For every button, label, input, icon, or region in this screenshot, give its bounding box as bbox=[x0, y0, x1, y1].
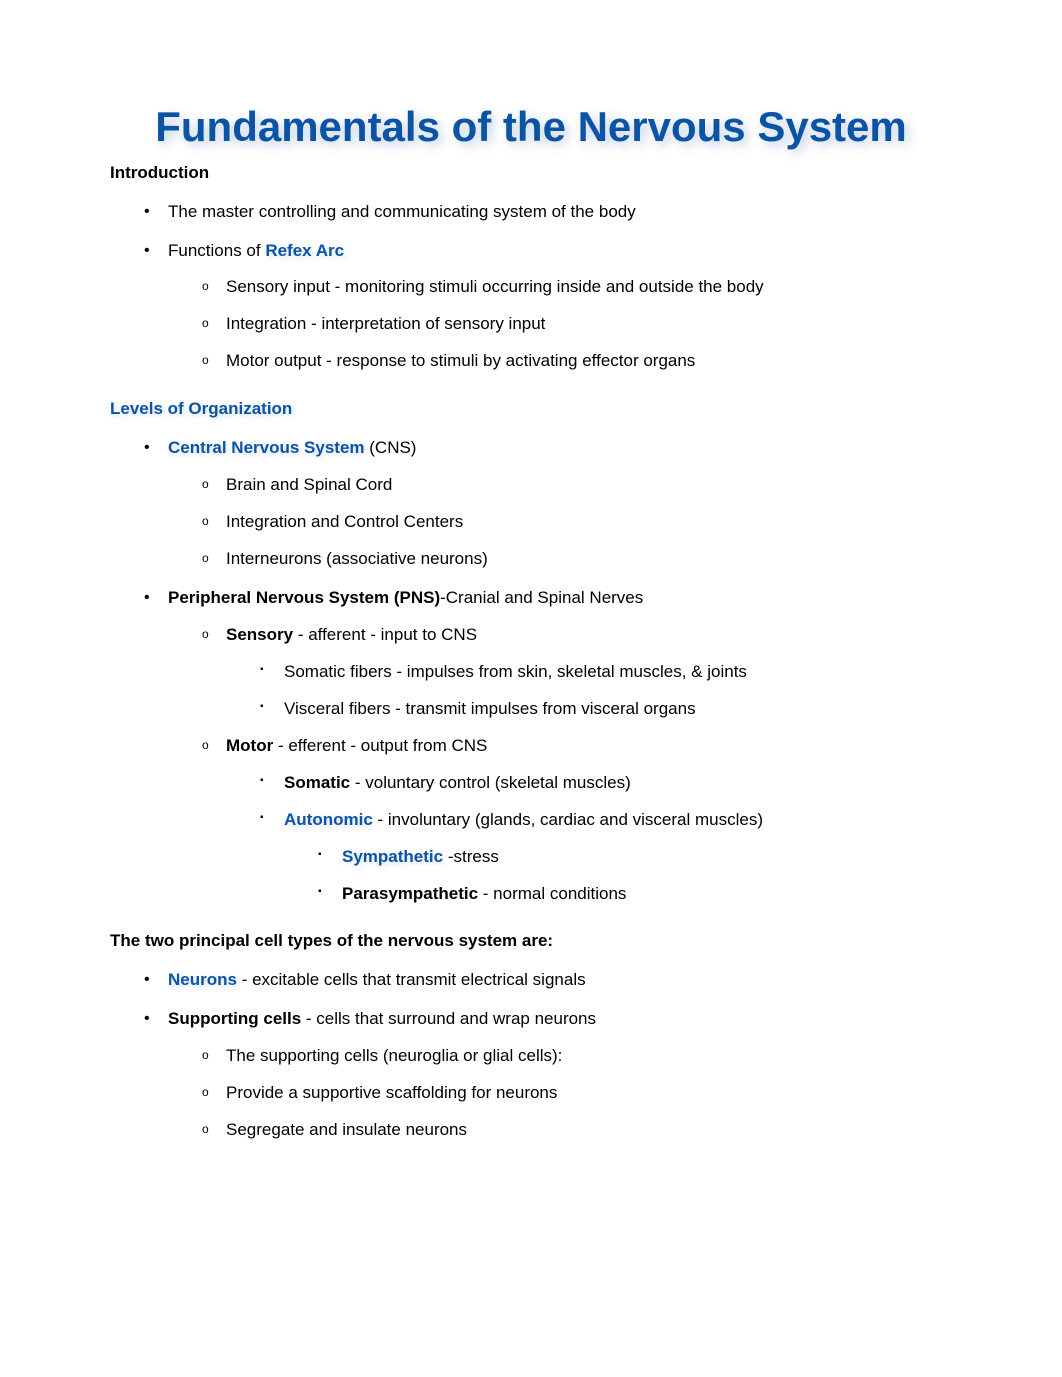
intro-heading: Introduction bbox=[110, 163, 952, 183]
text: - efferent - output from CNS bbox=[273, 736, 487, 755]
parasympathetic-label: Parasympathetic bbox=[342, 884, 478, 903]
list-item: The supporting cells (neuroglia or glial… bbox=[168, 1045, 952, 1068]
sympathetic-link[interactable]: Sympathetic bbox=[342, 847, 443, 866]
list-item: Somatic fibers - impulses from skin, ske… bbox=[226, 661, 952, 684]
pns-label: Peripheral Nervous System (PNS) bbox=[168, 588, 440, 607]
neurons-link[interactable]: Neurons bbox=[168, 970, 237, 989]
list-item: The master controlling and communicating… bbox=[110, 201, 952, 224]
text: Brain and Spinal Cord bbox=[226, 475, 392, 494]
text: -stress bbox=[443, 847, 499, 866]
text: (CNS) bbox=[365, 438, 417, 457]
text: Functions of bbox=[168, 241, 265, 260]
list-item: Somatic - voluntary control (skeletal mu… bbox=[226, 772, 952, 795]
list-item: Interneurons (associative neurons) bbox=[168, 548, 952, 571]
sub-list: Somatic fibers - impulses from skin, ske… bbox=[226, 661, 952, 721]
sub-list: Sensory - afferent - input to CNS Somati… bbox=[168, 624, 952, 906]
list-item: Motor output - response to stimuli by ac… bbox=[168, 350, 952, 373]
list-item: Sensory input - monitoring stimuli occur… bbox=[168, 276, 952, 299]
list-item: Supporting cells - cells that surround a… bbox=[110, 1008, 952, 1142]
text: The master controlling and communicating… bbox=[168, 202, 636, 221]
list-item: Integration - interpretation of sensory … bbox=[168, 313, 952, 336]
text: Visceral fibers - transmit impulses from… bbox=[284, 699, 696, 718]
cells-section: The two principal cell types of the nerv… bbox=[110, 931, 952, 1142]
somatic-label: Somatic bbox=[284, 773, 350, 792]
text: Somatic fibers - impulses from skin, ske… bbox=[284, 662, 747, 681]
text: The supporting cells (neuroglia or glial… bbox=[226, 1046, 562, 1065]
text: Provide a supportive scaffolding for neu… bbox=[226, 1083, 557, 1102]
text: Segregate and insulate neurons bbox=[226, 1120, 467, 1139]
cns-link[interactable]: Central Nervous System bbox=[168, 438, 365, 457]
sub-list: Brain and Spinal Cord Integration and Co… bbox=[168, 474, 952, 571]
text: - cells that surround and wrap neurons bbox=[301, 1009, 596, 1028]
list-item: Provide a supportive scaffolding for neu… bbox=[168, 1082, 952, 1105]
intro-section: Introduction The master controlling and … bbox=[110, 163, 952, 374]
sensory-label: Sensory bbox=[226, 625, 293, 644]
text: Integration - interpretation of sensory … bbox=[226, 314, 545, 333]
list-item: Brain and Spinal Cord bbox=[168, 474, 952, 497]
sub-list: Sympathetic -stress Parasympathetic - no… bbox=[284, 846, 952, 906]
sub-list: Sensory input - monitoring stimuli occur… bbox=[168, 276, 952, 373]
text: Integration and Control Centers bbox=[226, 512, 463, 531]
text: - excitable cells that transmit electric… bbox=[237, 970, 586, 989]
list-item: Sensory - afferent - input to CNS Somati… bbox=[168, 624, 952, 721]
list-item: Integration and Control Centers bbox=[168, 511, 952, 534]
sub-list: The supporting cells (neuroglia or glial… bbox=[168, 1045, 952, 1142]
text: Sensory input - monitoring stimuli occur… bbox=[226, 277, 764, 296]
autonomic-link[interactable]: Autonomic bbox=[284, 810, 373, 829]
list-item: Central Nervous System (CNS) Brain and S… bbox=[110, 437, 952, 571]
list-item: Segregate and insulate neurons bbox=[168, 1119, 952, 1142]
list-item: Functions of Refex Arc Sensory input - m… bbox=[110, 240, 952, 374]
motor-label: Motor bbox=[226, 736, 273, 755]
text: Motor output - response to stimuli by ac… bbox=[226, 351, 695, 370]
cells-heading: The two principal cell types of the nerv… bbox=[110, 931, 952, 951]
list-item: Neurons - excitable cells that transmit … bbox=[110, 969, 952, 992]
levels-heading[interactable]: Levels of Organization bbox=[110, 399, 952, 419]
text: - afferent - input to CNS bbox=[293, 625, 477, 644]
text: - normal conditions bbox=[478, 884, 626, 903]
text: -Cranial and Spinal Nerves bbox=[440, 588, 643, 607]
list-item: Autonomic - involuntary (glands, cardiac… bbox=[226, 809, 952, 906]
page-title: Fundamentals of the Nervous System bbox=[110, 100, 952, 155]
levels-section: Levels of Organization Central Nervous S… bbox=[110, 399, 952, 905]
text: - voluntary control (skeletal muscles) bbox=[350, 773, 631, 792]
list-item: Motor - efferent - output from CNS Somat… bbox=[168, 735, 952, 906]
supporting-label: Supporting cells bbox=[168, 1009, 301, 1028]
document-page: Fundamentals of the Nervous System Intro… bbox=[0, 0, 1062, 1377]
levels-list: Central Nervous System (CNS) Brain and S… bbox=[110, 437, 952, 905]
cells-list: Neurons - excitable cells that transmit … bbox=[110, 969, 952, 1142]
reflex-arc-link[interactable]: Refex Arc bbox=[265, 241, 344, 260]
list-item: Sympathetic -stress bbox=[284, 846, 952, 869]
intro-list: The master controlling and communicating… bbox=[110, 201, 952, 374]
list-item: Visceral fibers - transmit impulses from… bbox=[226, 698, 952, 721]
text: Interneurons (associative neurons) bbox=[226, 549, 488, 568]
text: - involuntary (glands, cardiac and visce… bbox=[373, 810, 763, 829]
list-item: Peripheral Nervous System (PNS)-Cranial … bbox=[110, 587, 952, 905]
sub-list: Somatic - voluntary control (skeletal mu… bbox=[226, 772, 952, 906]
list-item: Parasympathetic - normal conditions bbox=[284, 883, 952, 906]
